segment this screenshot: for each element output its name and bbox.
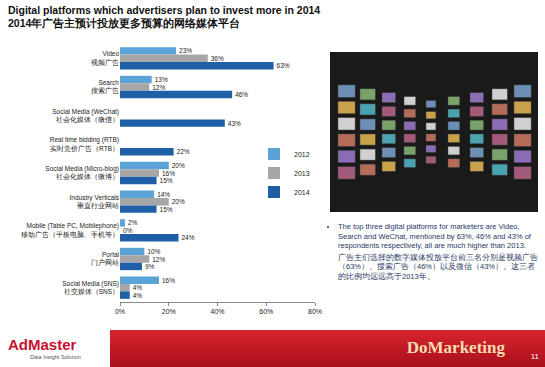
svg-text:23%: 23% (179, 47, 192, 54)
svg-text:Mobile (Table PC, Mobilephone): Mobile (Table PC, Mobilephone)移动广告（平板电脑、… (21, 222, 119, 238)
svg-text:20%: 20% (172, 198, 185, 205)
svg-text:Social Media (WeChat)社会化媒体（微信）: Social Media (WeChat)社会化媒体（微信） (52, 108, 119, 124)
svg-text:60%: 60% (259, 308, 273, 315)
svg-text:16%: 16% (162, 277, 175, 284)
svg-text:13%: 13% (155, 76, 168, 83)
svg-text:20%: 20% (172, 162, 185, 169)
svg-text:Social Media (SNS)社交媒体（SNS）: Social Media (SNS)社交媒体（SNS） (62, 280, 119, 296)
html-text:11: 11 (530, 352, 539, 361)
svg-text:63%: 63% (277, 62, 290, 69)
svg-text:46%: 46% (235, 91, 248, 98)
svg-text:2%: 2% (128, 219, 138, 226)
html-text:The top three digital platform: The top three digital platforms for mark… (338, 222, 531, 250)
svg-text:4%: 4% (133, 284, 143, 291)
svg-text:10%: 10% (147, 248, 160, 255)
svg-text:4%: 4% (133, 292, 143, 299)
svg-text:16%: 16% (162, 170, 175, 177)
svg-text:0%: 0% (123, 227, 133, 234)
html-text:广告主们选择的数字媒体投放平台前三名分别是视频广告（63%）: 广告主们选择的数字媒体投放平台前三名分别是视频广告（63%）、搜索广告（46%）… (338, 252, 538, 281)
svg-text:Video视频广告: Video视频广告 (91, 50, 119, 66)
svg-text:2014: 2014 (294, 189, 310, 196)
svg-text:Portal门户网站: Portal门户网站 (91, 251, 120, 266)
svg-text:12%: 12% (152, 84, 165, 91)
svg-text:14%: 14% (157, 191, 170, 198)
svg-text:Social Media (Micro-blog)社会化媒体: Social Media (Micro-blog)社会化媒体（微博） (45, 165, 119, 181)
html-text:Digital platforms which advert: Digital platforms which advertisers plan… (8, 4, 321, 29)
svg-text:80%: 80% (308, 308, 322, 315)
svg-text:Industry Verticals垂直行业网站: Industry Verticals垂直行业网站 (70, 194, 120, 209)
svg-text:Search搜索广告: Search搜索广告 (91, 79, 119, 94)
svg-text:15%: 15% (160, 206, 173, 213)
svg-text:2012: 2012 (294, 151, 310, 158)
html-text:Data Insight Solution: Data Insight Solution (30, 354, 81, 360)
svg-text:22%: 22% (177, 148, 190, 155)
svg-text:40%: 40% (210, 308, 224, 315)
svg-text:0%: 0% (115, 308, 125, 315)
html-text:AdMaster: AdMaster (8, 336, 77, 353)
html-text:DoMarketing: DoMarketing (406, 338, 505, 357)
svg-text:43%: 43% (228, 120, 241, 127)
svg-text:9%: 9% (145, 263, 155, 270)
svg-text:Real time bidding (RTB)实时竞价广告（: Real time bidding (RTB)实时竞价广告（RTB） (50, 136, 119, 152)
svg-text:24%: 24% (182, 234, 195, 241)
svg-text:15%: 15% (160, 177, 173, 184)
svg-text:2013: 2013 (294, 170, 310, 177)
svg-text:36%: 36% (211, 55, 224, 62)
svg-text:20%: 20% (162, 308, 176, 315)
svg-text:12%: 12% (152, 256, 165, 263)
